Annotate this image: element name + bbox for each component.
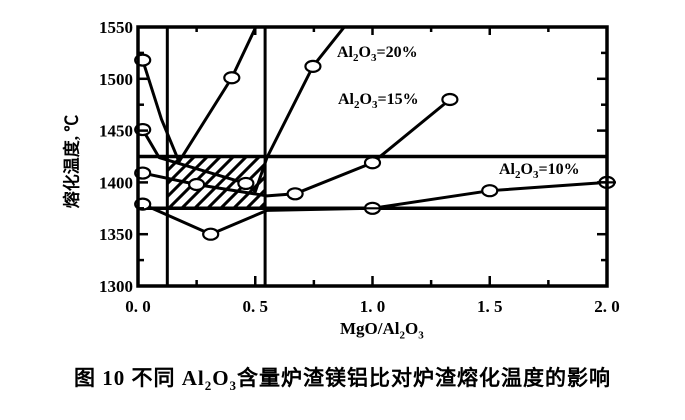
x-tick-label: 1. 0: [360, 297, 386, 316]
x-tick-label: 0. 0: [125, 297, 151, 316]
data-point: [304, 59, 322, 73]
data-point: [223, 71, 241, 85]
curve-unlabeled: [141, 27, 258, 164]
data-point: [202, 227, 220, 241]
curve-label-al2o3-20: Al2O3=20%: [337, 44, 418, 65]
data-point: [441, 92, 459, 107]
curve-15: [142, 98, 451, 198]
y-tick-label: 1550: [99, 18, 133, 37]
data-point: [481, 184, 499, 198]
y-tick-label: 1400: [99, 173, 133, 192]
x-axis-title: MgO/Al2O3: [340, 319, 424, 342]
figure-caption: 图 10 不同 Al2O3含量炉渣镁铝比对炉渣熔化温度的影响: [73, 366, 612, 394]
curve-label-al2o3-10: Al2O3=10%: [499, 161, 580, 182]
y-tick-label: 1350: [99, 225, 133, 244]
data-point: [363, 156, 382, 170]
y-axis-title: 熔化温度, ℃: [58, 69, 83, 255]
data-point-markers: [134, 53, 616, 241]
x-tick-label: 0. 5: [243, 297, 269, 316]
x-tick-label: 2. 0: [594, 297, 620, 316]
y-axis-title-text: 熔化温度, ℃: [62, 114, 82, 209]
curve-10: [142, 180, 607, 236]
data-point: [188, 177, 206, 192]
data-point: [286, 187, 304, 201]
x-tick-label: 1. 5: [477, 297, 503, 316]
axis-ticks: [138, 27, 607, 286]
y-tick-label: 1500: [99, 70, 133, 89]
y-tick-label: 1450: [99, 122, 133, 141]
curve-label-al2o3-15: Al2O3=15%: [338, 91, 419, 112]
data-point: [237, 176, 255, 191]
y-tick-label: 1300: [99, 277, 133, 296]
